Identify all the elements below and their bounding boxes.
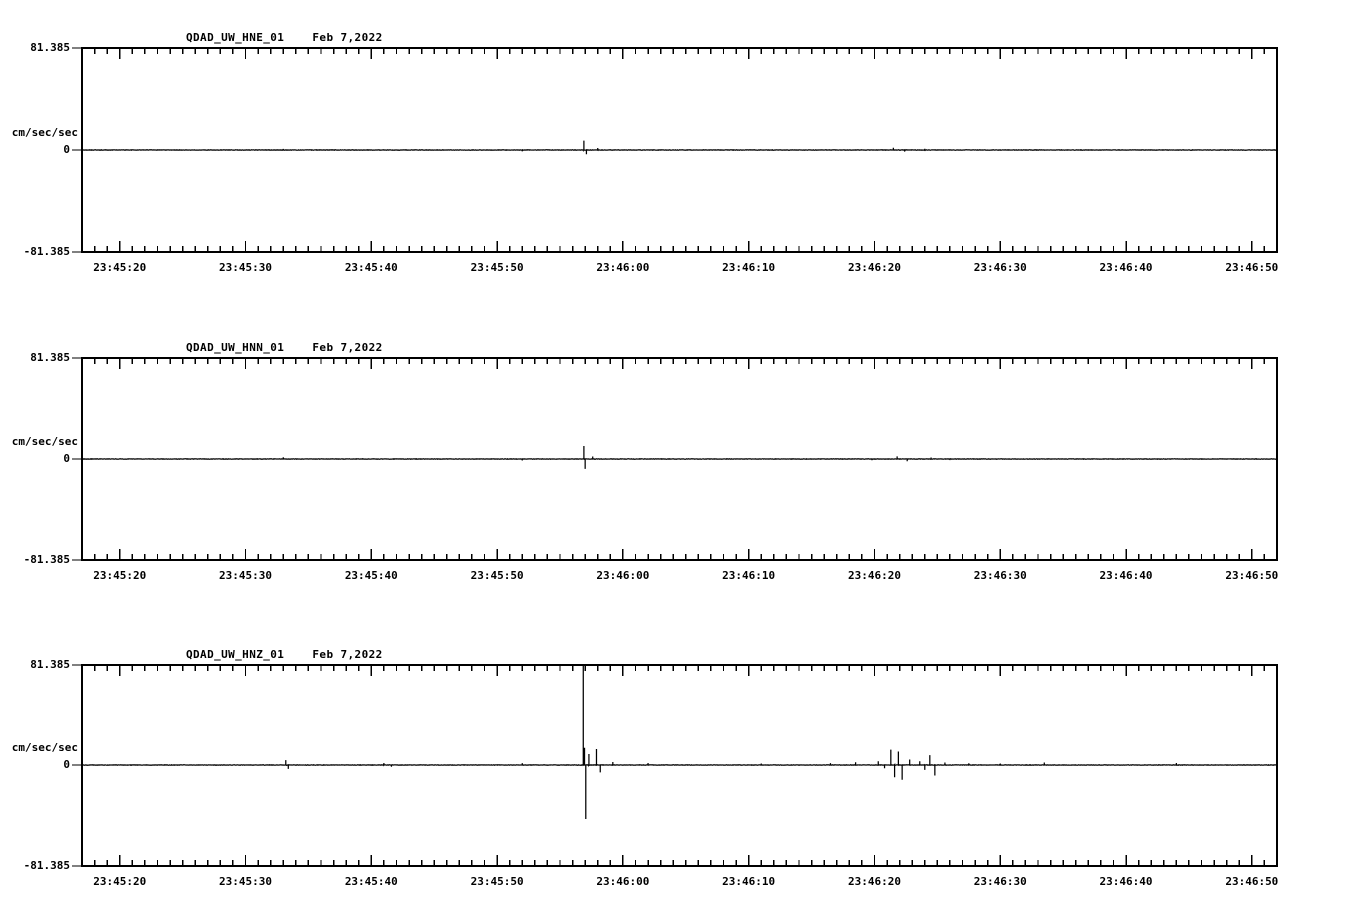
x-axis-tick-label: 23:45:50 [470,569,524,582]
x-axis-tick-label: 23:46:50 [1225,569,1279,582]
waveform-trace-hne [81,140,1278,155]
x-axis-tick-label: 23:45:40 [344,875,398,888]
x-axis-tick-label: 23:45:20 [93,569,147,582]
x-axis-tick-label: 23:45:40 [344,569,398,582]
x-axis-tick-label: 23:46:10 [722,569,776,582]
y-axis-unit-label: cm/sec/sec [11,741,78,754]
x-axis-tick-label: 23:46:20 [847,261,901,274]
x-axis-tick-label: 23:46:30 [973,875,1027,888]
y-axis-unit-label: cm/sec/sec [11,126,78,139]
x-axis-tick-label: 23:46:00 [596,261,650,274]
y-axis-zero-label: 0 [63,452,70,465]
x-axis-tick-label: 23:45:30 [219,261,272,274]
x-axis-tick-label: 23:45:20 [93,875,147,888]
x-axis-tick-label: 23:46:40 [1099,875,1153,888]
x-axis-tick-label: 23:46:40 [1099,569,1153,582]
x-axis-tick-label: 23:45:40 [344,261,398,274]
y-axis-max-label: 81.385 [30,658,70,671]
x-axis-tick-label: 23:46:50 [1225,261,1279,274]
plot-frame [81,664,1278,867]
waveform-trace-hnz [81,665,1278,820]
plot-frame [81,47,1278,253]
panel-title-hnn: QDAD_UW_HNN_01 Feb 7,2022 [186,341,383,354]
y-axis-unit-label: cm/sec/sec [11,435,78,448]
y-axis-min-label: -81.385 [23,859,70,872]
x-axis-tick-label: 23:45:30 [219,569,272,582]
x-axis-tick-label: 23:45:30 [219,875,272,888]
x-axis-tick-label: 23:46:30 [973,569,1027,582]
x-axis-tick-label: 23:46:00 [596,875,650,888]
waveform-trace-hnn [81,445,1278,469]
y-axis-max-label: 81.385 [30,351,70,364]
x-axis-tick-label: 23:46:10 [722,261,776,274]
x-axis-tick-label: 23:46:00 [596,569,650,582]
panel-title-hnz: QDAD_UW_HNZ_01 Feb 7,2022 [186,648,383,661]
x-axis-tick-label: 23:46:30 [973,261,1027,274]
y-axis-min-label: -81.385 [23,553,70,566]
y-axis-min-label: -81.385 [23,245,70,258]
y-axis-zero-label: 0 [63,758,70,771]
panel-title-hne: QDAD_UW_HNE_01 Feb 7,2022 [186,31,383,44]
x-axis-tick-label: 23:45:20 [93,261,147,274]
x-axis-tick-label: 23:46:20 [847,875,901,888]
x-axis-tick-label: 23:45:50 [470,875,524,888]
y-axis-zero-label: 0 [63,143,70,156]
x-axis-tick-label: 23:46:20 [847,569,901,582]
x-axis-tick-label: 23:45:50 [470,261,524,274]
y-axis-max-label: 81.385 [30,41,70,54]
x-axis-tick-label: 23:46:10 [722,875,776,888]
x-axis-tick-label: 23:46:40 [1099,261,1153,274]
x-axis-tick-label: 23:46:50 [1225,875,1279,888]
plot-frame [81,357,1278,561]
